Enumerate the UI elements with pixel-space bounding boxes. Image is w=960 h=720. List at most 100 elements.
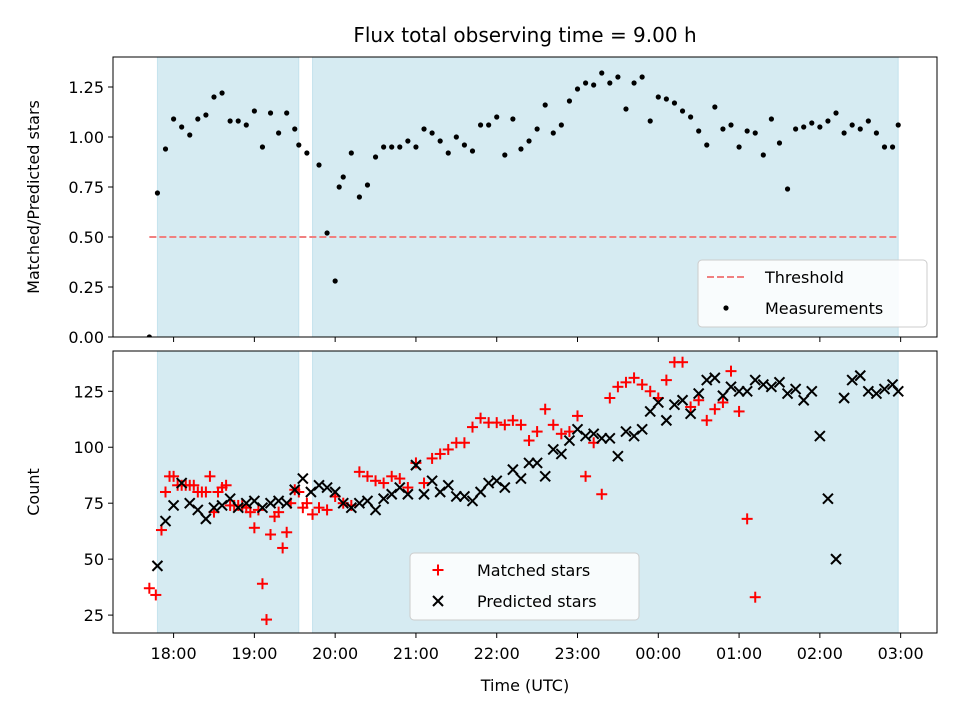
panel-top: 0.00 0.25 0.50 0.75 1.00 1.25 Matched/Predicte…: [24, 56, 938, 347]
data-point: [752, 130, 758, 136]
y-tick-label: 100: [73, 438, 104, 457]
data-point: [426, 452, 438, 464]
data-point: [704, 142, 710, 148]
legend-box: [697, 259, 928, 328]
data-point: [873, 130, 880, 136]
data-point: [612, 450, 624, 462]
data-point: [865, 118, 871, 124]
data-point: [607, 80, 613, 86]
legend-swatch: [723, 305, 729, 311]
data-point: [389, 144, 395, 150]
data-point: [878, 383, 891, 395]
data-point: [676, 394, 689, 406]
data-point: [720, 126, 726, 132]
data-point: [235, 118, 241, 124]
data-point: [280, 497, 293, 509]
data-point: [889, 144, 896, 150]
data-point: [276, 130, 282, 136]
data-point: [679, 108, 686, 114]
chart-title: Flux total observing time = 9.00 h: [353, 23, 696, 47]
data-point: [768, 116, 774, 122]
data-point: [167, 499, 180, 512]
data-point: [749, 374, 761, 386]
data-point: [725, 365, 737, 377]
data-point: [204, 470, 216, 482]
data-point: [345, 501, 358, 514]
data-point: [566, 98, 573, 104]
x-tick-label: 19:00: [231, 644, 277, 663]
data-point: [442, 479, 454, 491]
y-axis-label-bottom: Count: [24, 468, 43, 516]
data-point: [663, 96, 669, 102]
data-point: [313, 502, 325, 514]
data-point: [336, 184, 342, 190]
data-point: [170, 116, 177, 122]
data-point: [477, 122, 484, 128]
data-point: [547, 419, 559, 431]
data-point: [154, 190, 161, 196]
data-point: [547, 443, 559, 456]
data-point: [741, 513, 753, 525]
data-point: [591, 82, 597, 88]
data-point: [491, 417, 503, 429]
y-axis-label-top: Matched/Predicted stars: [24, 100, 43, 294]
data-point: [402, 488, 414, 500]
data-point: [301, 497, 313, 509]
data-point: [558, 122, 564, 128]
data-point: [296, 142, 302, 148]
data-point: [240, 497, 253, 509]
data-point: [846, 374, 858, 386]
data-point: [453, 134, 459, 140]
data-point: [361, 470, 373, 482]
x-tick-label: 21:00: [393, 644, 439, 663]
series-measurements: [146, 70, 901, 337]
x-tick-label: 22:00: [474, 644, 520, 663]
data-point: [563, 434, 576, 447]
data-point: [892, 385, 904, 397]
data-point: [639, 74, 645, 80]
data-point: [636, 423, 648, 436]
data-point: [550, 130, 556, 136]
y-tick-label: 75: [84, 494, 104, 513]
data-point: [293, 486, 305, 498]
data-point: [515, 472, 527, 485]
y-tick-label: 0.00: [68, 328, 104, 347]
data-point: [345, 499, 357, 511]
data-point: [709, 403, 721, 415]
data-point: [179, 124, 185, 130]
data-point: [405, 138, 411, 144]
data-point: [515, 419, 527, 431]
data-point: [652, 396, 665, 409]
x-axis-label: Time (UTC): [480, 676, 569, 695]
data-point: [321, 504, 333, 516]
data-point: [307, 508, 319, 520]
data-point: [304, 150, 310, 156]
data-point: [531, 457, 543, 469]
data-point: [410, 457, 422, 469]
data-point: [728, 122, 734, 128]
legend-box: [409, 552, 640, 621]
data-point: [539, 470, 551, 483]
data-point: [793, 126, 799, 132]
legend-top: Threshold Measurements: [697, 259, 928, 328]
data-point: [806, 385, 818, 397]
data-point: [200, 513, 212, 525]
y-tick-label: 1.25: [68, 78, 104, 97]
data-point: [717, 390, 729, 402]
data-point: [292, 126, 298, 132]
data-point: [353, 497, 366, 509]
data-point: [146, 334, 152, 337]
data-point: [749, 591, 761, 603]
data-point: [677, 356, 689, 368]
data-point: [776, 140, 783, 146]
data-point: [709, 372, 721, 384]
data-point: [507, 414, 519, 426]
data-point: [822, 493, 834, 505]
x-tick-label: 01:00: [716, 644, 762, 663]
data-point: [297, 472, 309, 485]
data-point: [386, 470, 398, 482]
data-point: [256, 578, 268, 590]
data-point: [369, 504, 382, 516]
x-tick-label: 00:00: [635, 644, 681, 663]
data-point: [466, 421, 478, 433]
